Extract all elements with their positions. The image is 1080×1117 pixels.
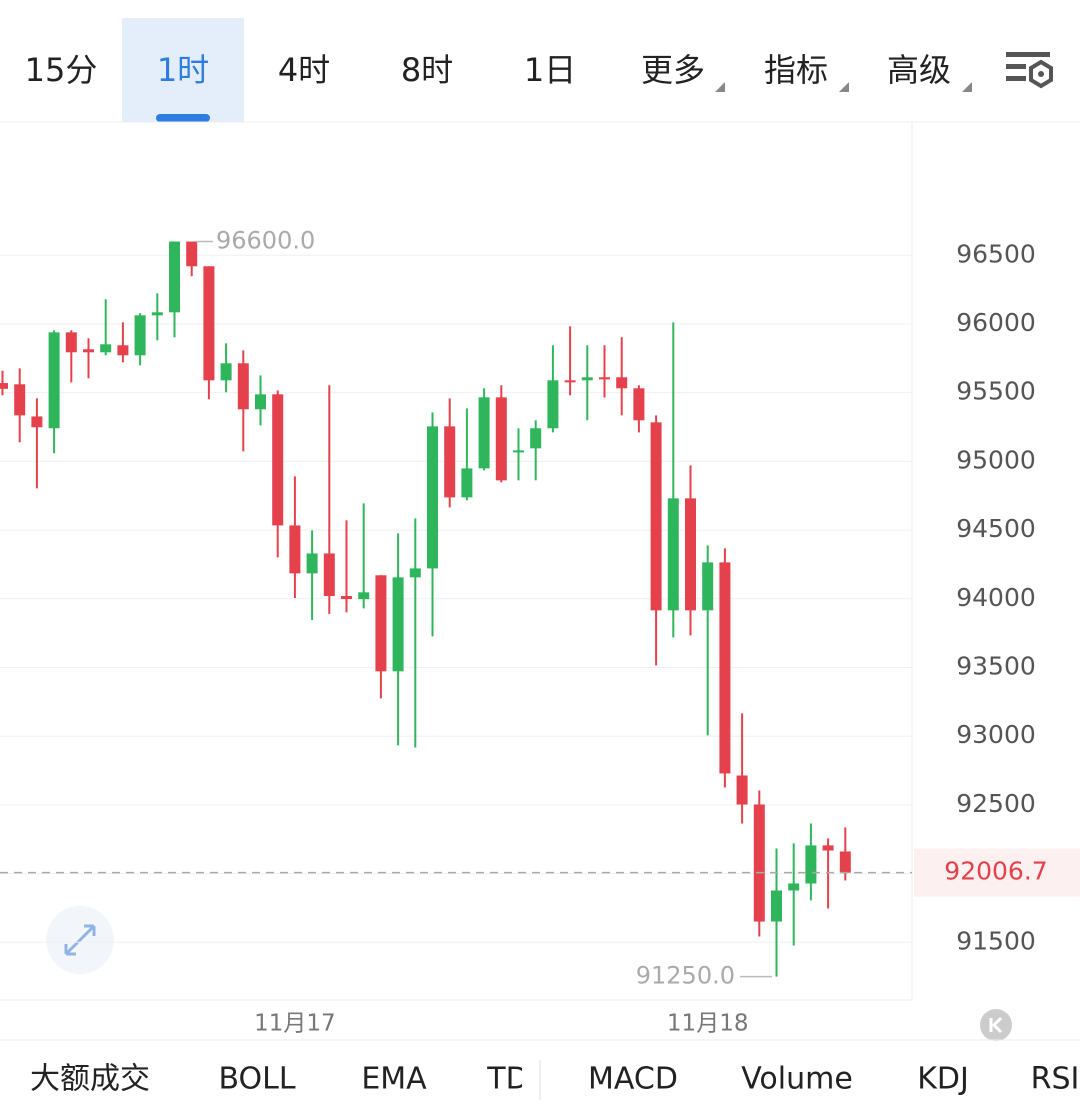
candle-body [255, 394, 266, 410]
candle-body [478, 397, 490, 469]
timeframe-tab[interactable]: 4时 [278, 51, 330, 89]
x-tick-label: 11月17 [254, 1011, 336, 1037]
candle-body [599, 377, 610, 380]
candle-body [65, 332, 77, 353]
timeframe-tab[interactable]: 8时 [401, 51, 453, 89]
indicator-tab[interactable]: Volume [741, 1062, 853, 1097]
candle-body [151, 312, 163, 316]
candle-body [392, 577, 404, 672]
candle-body [444, 426, 456, 498]
x-tick-label: 11月18 [667, 1011, 749, 1037]
candle-body [289, 525, 301, 574]
candle-body [220, 363, 232, 381]
candle-body [839, 851, 851, 873]
candle-body [203, 266, 215, 381]
y-tick-label: 93000 [956, 720, 1036, 749]
candle-body [616, 377, 628, 389]
candle-body [323, 553, 335, 597]
timeframe-tab[interactable]: 1时 [157, 51, 209, 89]
indicator-tab[interactable]: 大额成交 [30, 1062, 150, 1097]
candle-body [358, 592, 370, 600]
candle-body [169, 241, 180, 313]
candle-body [237, 363, 249, 410]
candle-body [31, 416, 43, 428]
candle-body [409, 568, 421, 578]
selected-tab-underline [156, 114, 210, 122]
candle-body [134, 315, 146, 356]
y-tick-label: 94000 [956, 583, 1036, 612]
indicator-tab[interactable]: BOLL [218, 1062, 295, 1097]
dropdown-arrows [715, 82, 972, 92]
candle-body [633, 388, 645, 421]
last-price-label: 92006.7 [944, 857, 1047, 886]
candle-body [822, 845, 834, 851]
max-label: 96600.0 [216, 227, 315, 255]
candle-body [564, 380, 576, 383]
candle-body [48, 332, 60, 429]
candle-body [117, 345, 129, 356]
y-tick-label: 91500 [956, 926, 1036, 955]
indicator-tab[interactable]: TD [486, 1062, 528, 1097]
y-tick-label: 96500 [956, 239, 1036, 268]
y-tick-label: 92500 [956, 789, 1036, 818]
settings-icon[interactable] [1006, 52, 1053, 89]
candle-body [375, 575, 387, 672]
candle-body [702, 562, 714, 611]
timeframe-tab[interactable]: 高级 [887, 51, 951, 89]
selected-tab-bg [122, 18, 244, 122]
candle-body [495, 397, 507, 481]
candle-body [805, 845, 817, 884]
timeframe-tab[interactable]: 更多 [641, 51, 705, 89]
timeframe-tab[interactable]: 指标 [764, 51, 828, 89]
candle-body [667, 498, 679, 611]
candle-body [685, 498, 696, 611]
candle-body [547, 380, 559, 429]
indicator-tab[interactable]: MACD [588, 1062, 678, 1097]
timeframe-tab[interactable]: 1日 [524, 51, 576, 89]
expand-button[interactable] [46, 906, 114, 974]
candle-body [581, 377, 593, 381]
candle-body [100, 344, 112, 353]
candle-body [513, 450, 524, 453]
candle-body [788, 883, 800, 891]
indicator-tab[interactable]: EMA [361, 1062, 427, 1097]
candle-body [341, 596, 352, 600]
y-tick-label: 95500 [956, 377, 1036, 406]
y-tick-label: 93500 [956, 651, 1036, 680]
y-tick-label: 95000 [956, 445, 1036, 474]
candle-body [753, 804, 765, 922]
candle-body [530, 428, 542, 449]
y-tick-label: 96000 [956, 308, 1036, 337]
candle-body [186, 241, 198, 267]
min-label: 91250.0 [636, 962, 735, 990]
candle-body [272, 394, 284, 526]
indicator-tab[interactable]: KDJ [917, 1062, 969, 1097]
scroll-latest-button[interactable] [980, 1009, 1012, 1041]
candle-body [719, 562, 731, 774]
candle-body [736, 775, 748, 805]
candle-body [306, 553, 318, 574]
indicator-tab[interactable]: RSI [1031, 1062, 1080, 1097]
candle-body [83, 349, 94, 353]
candle-body [427, 426, 438, 569]
candle-body [771, 890, 782, 922]
candle-body [14, 384, 26, 416]
candle-body [650, 422, 662, 611]
last-price-box [914, 848, 1080, 897]
y-tick-label: 94500 [956, 514, 1036, 543]
candle-body [461, 468, 473, 498]
candle-body [0, 383, 8, 389]
timeframe-tab[interactable]: 15分 [25, 51, 98, 89]
